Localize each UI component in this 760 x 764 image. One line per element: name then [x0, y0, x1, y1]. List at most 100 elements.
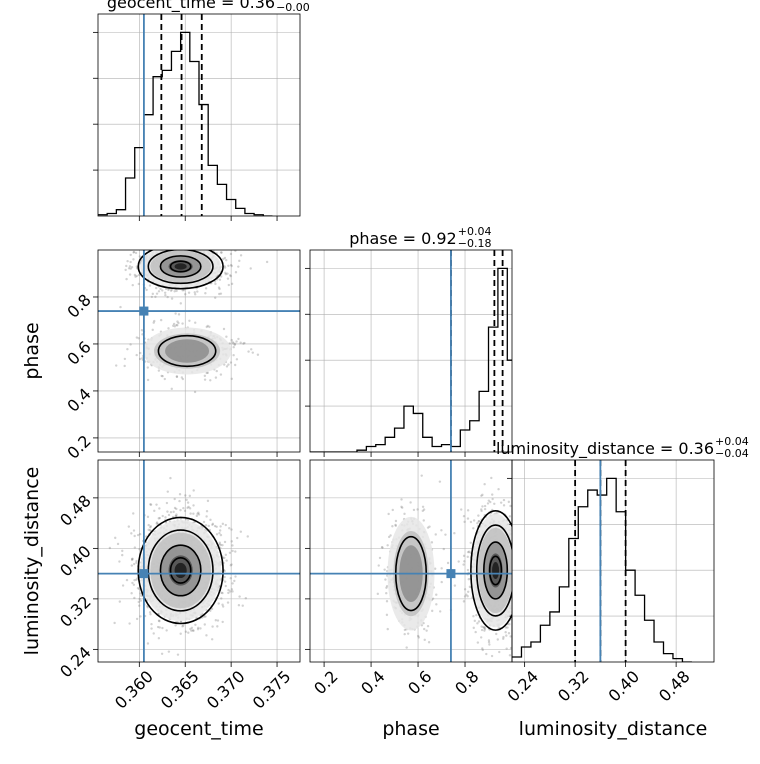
sample-point [229, 274, 232, 277]
sample-point [198, 241, 200, 243]
sample-point [224, 584, 227, 588]
sample-point [132, 251, 135, 254]
sample-point [189, 246, 191, 248]
contour [488, 555, 503, 586]
sample-point [148, 611, 152, 614]
sample-point [167, 288, 170, 292]
sample-point [156, 625, 160, 629]
sample-point [232, 342, 235, 345]
sample-point [187, 247, 189, 249]
sample-point [164, 293, 167, 297]
sample-point [430, 541, 434, 544]
sample-point [509, 646, 512, 650]
sample-point [431, 609, 434, 613]
sample-point [131, 557, 134, 561]
sample-point [185, 498, 188, 502]
sample-point [385, 586, 388, 589]
sample-point [519, 552, 521, 554]
sample-point [405, 671, 407, 673]
sample-point [516, 548, 518, 550]
sample-point [230, 563, 233, 566]
sample-point [517, 603, 519, 605]
sample-point [161, 289, 164, 292]
x-tick-label-phase: 0.6 [404, 667, 435, 698]
sample-point [517, 543, 519, 545]
sample-point [504, 626, 508, 629]
sample-point [175, 507, 178, 511]
sample-point [133, 596, 136, 600]
sample-point [487, 641, 491, 644]
sample-point [514, 521, 516, 523]
sample-point [394, 524, 397, 527]
sample-point [123, 364, 126, 368]
sample-point [119, 305, 122, 309]
sample-point [214, 282, 217, 286]
sample-point [229, 590, 232, 593]
sample-point [524, 567, 526, 569]
sample-point [178, 493, 182, 496]
sample-point [234, 271, 238, 274]
sample-point [151, 292, 155, 296]
sample-point [518, 553, 520, 555]
sample-point [137, 337, 140, 340]
sample-point [165, 230, 167, 232]
sample-point [508, 623, 511, 626]
sample-point [513, 600, 515, 602]
y-tick-label-phase: 0.8 [63, 290, 94, 321]
sample-point [513, 585, 515, 587]
histogram-luminosity_distance [507, 460, 714, 667]
sample-point [172, 322, 176, 326]
sample-point [235, 358, 239, 361]
sample-point [155, 521, 159, 524]
sample-point [442, 547, 445, 551]
histogram-step-geocent_time [98, 31, 273, 216]
sample-point [469, 520, 473, 524]
sample-point [190, 243, 192, 245]
sample-point [131, 581, 134, 585]
sample-point [206, 371, 209, 375]
sample-point [518, 603, 520, 605]
sample-point [221, 620, 224, 624]
sample-point [520, 604, 522, 606]
sample-point [167, 513, 171, 517]
sample-point [164, 516, 167, 519]
sample-point [513, 610, 515, 612]
x-tick-label-geocent_time: 0.360 [111, 667, 157, 713]
y-axis-label-luminosity_distance: luminosity_distance [21, 467, 43, 656]
sample-point [533, 534, 535, 536]
sample-point [229, 274, 233, 278]
sample-point [472, 615, 475, 618]
sample-point [226, 277, 230, 280]
sample-point [146, 378, 150, 382]
sample-point [230, 264, 233, 268]
sample-point [216, 619, 220, 622]
sample-point [513, 617, 515, 619]
sample-point [483, 507, 487, 511]
sample-point [426, 624, 430, 628]
sample-point [463, 595, 467, 598]
sample-point [149, 503, 153, 506]
sample-point [159, 318, 163, 322]
sample-point [149, 526, 152, 529]
sample-point [139, 241, 141, 243]
sample-point [157, 517, 160, 520]
sample-point [138, 239, 140, 241]
sample-point [231, 582, 234, 585]
sample-point [138, 357, 142, 361]
histogram-step-phase [310, 267, 512, 452]
sample-point [483, 627, 487, 631]
sample-point [166, 490, 169, 493]
x-axis-label-luminosity_distance: luminosity_distance [519, 718, 708, 740]
sample-point [466, 568, 470, 572]
sample-point [229, 564, 233, 567]
y-tick-label-phase: 0.6 [63, 337, 94, 368]
sample-point [204, 524, 208, 527]
sample-point [132, 529, 136, 532]
sample-point [514, 516, 516, 518]
sample-point [453, 532, 456, 535]
sample-point [509, 504, 512, 508]
sample-point [520, 496, 522, 498]
sample-point [140, 329, 144, 332]
sample-point [173, 325, 177, 328]
sample-point [159, 232, 161, 234]
